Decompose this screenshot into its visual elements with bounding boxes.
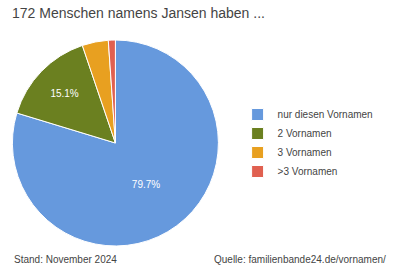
svg-text:nur diesen Vornamen: nur diesen Vornamen — [278, 109, 373, 120]
svg-text:15.1%: 15.1% — [50, 88, 78, 99]
svg-text:79.7%: 79.7% — [132, 179, 160, 190]
svg-text:Quelle: familienbande24.de/vor: Quelle: familienbande24.de/vornamen/ — [214, 254, 386, 265]
svg-text:2 Vornamen: 2 Vornamen — [278, 128, 332, 139]
svg-text:3 Vornamen: 3 Vornamen — [278, 147, 332, 158]
svg-text:172 Menschen namens Jansen hab: 172 Menschen namens Jansen haben ... — [12, 5, 265, 21]
svg-text:>3 Vornamen: >3 Vornamen — [278, 166, 338, 177]
svg-text:Stand: November 2024: Stand: November 2024 — [14, 254, 117, 265]
